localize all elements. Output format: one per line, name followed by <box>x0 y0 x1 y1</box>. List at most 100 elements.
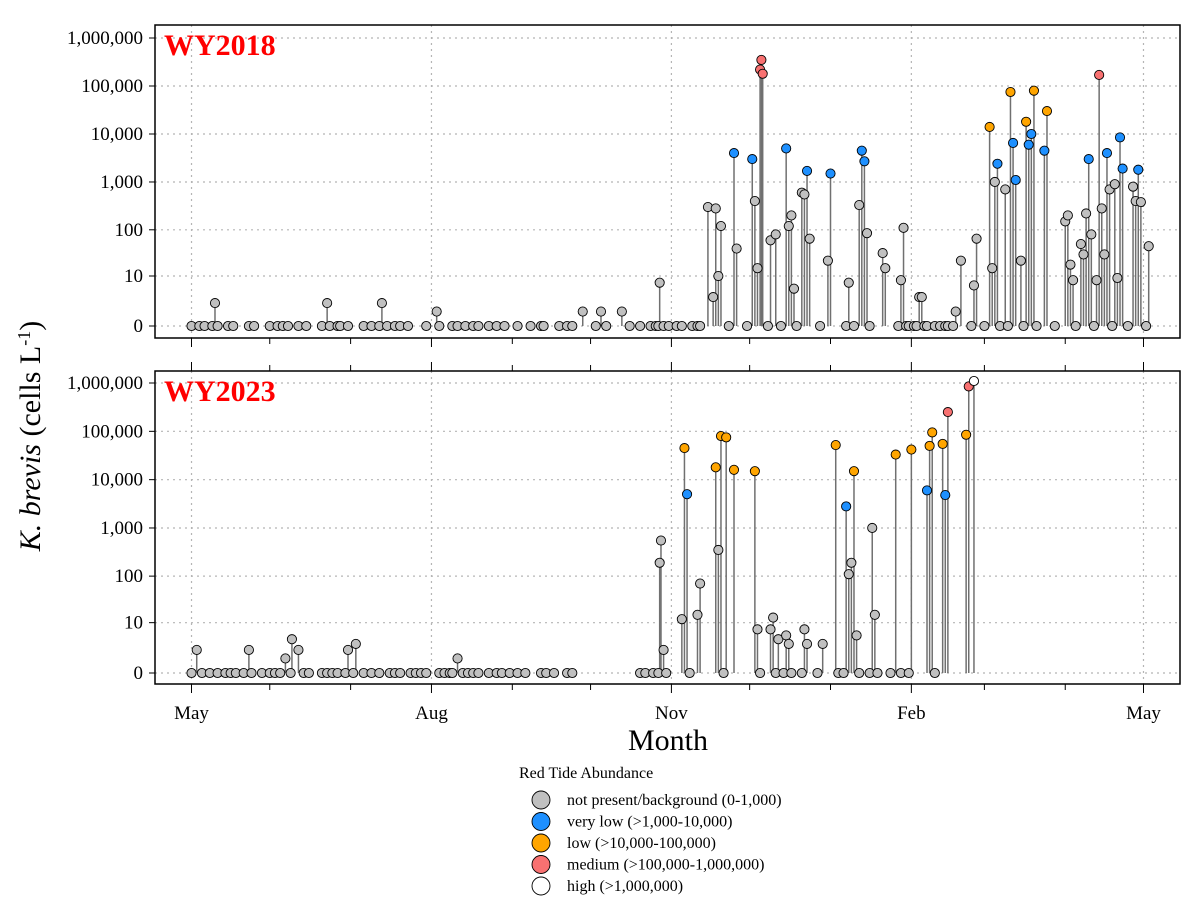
data-point <box>186 667 197 679</box>
data-point <box>728 464 740 475</box>
data-point <box>212 320 223 332</box>
data-point <box>1107 320 1118 332</box>
data-point <box>1086 229 1097 240</box>
data-point <box>499 320 510 332</box>
data-point <box>1028 85 1039 96</box>
data-point <box>815 320 826 332</box>
data-point <box>1002 320 1013 332</box>
data-point <box>342 644 354 655</box>
data-point <box>1018 320 1029 332</box>
data-point <box>679 443 690 454</box>
data-point <box>817 638 828 649</box>
data-point <box>825 168 836 179</box>
data-point <box>955 255 966 266</box>
data-point <box>723 320 734 332</box>
data-point <box>676 614 687 625</box>
y-tick-label: 1,000 <box>100 518 143 539</box>
legend-title: Red Tide Abundance <box>519 765 653 782</box>
y-tick-label: 1,000,000 <box>67 28 143 49</box>
legend-item-label: low (>10,000-100,000) <box>567 835 716 852</box>
data-point <box>1031 320 1042 332</box>
data-point <box>786 210 797 221</box>
data-point <box>713 270 724 282</box>
data-point <box>885 667 896 679</box>
y-tick-label: 100 <box>115 220 144 241</box>
data-point <box>752 263 763 274</box>
data-point <box>447 667 458 679</box>
data-point <box>1091 275 1102 286</box>
panel-label: WY2023 <box>164 375 276 408</box>
data-point <box>1010 174 1021 186</box>
data-point <box>783 220 794 232</box>
data-point <box>812 667 823 679</box>
data-point <box>1008 137 1019 149</box>
data-point <box>473 320 484 332</box>
data-point <box>979 320 990 332</box>
data-point <box>1039 145 1050 156</box>
data-point <box>692 609 703 620</box>
legend-item-label: high (>1,000,000) <box>567 878 683 895</box>
data-point <box>275 667 286 679</box>
data-point <box>937 438 948 449</box>
legend-swatch <box>531 855 551 874</box>
data-point <box>741 320 753 332</box>
data-point <box>801 165 813 176</box>
data-point <box>747 154 758 165</box>
panel-wy2018: 0 10 100 1,000 10,000 100,000 1,000,000 WY2018 <box>67 24 1181 347</box>
data-point <box>898 222 909 233</box>
data-point <box>830 440 841 451</box>
data-point <box>950 306 961 317</box>
data-point <box>209 298 221 309</box>
data-point <box>538 320 549 332</box>
data-point <box>880 263 891 274</box>
data-point <box>791 320 802 332</box>
data-point <box>658 644 669 655</box>
data-point <box>616 306 627 317</box>
data-point <box>851 630 862 641</box>
data-point <box>1088 320 1099 332</box>
data-point <box>285 667 296 679</box>
data-point <box>822 255 833 266</box>
data-point <box>1041 106 1053 117</box>
data-point <box>757 68 768 79</box>
x-axis: May Aug Nov Feb May <box>174 703 1161 724</box>
data-point <box>786 667 797 679</box>
data-point <box>1078 249 1089 260</box>
data-point <box>676 320 687 332</box>
data-point <box>846 557 857 568</box>
data-point <box>924 440 935 451</box>
x-tick-label: Feb <box>897 703 926 724</box>
data-point <box>768 612 779 623</box>
plot-frame <box>154 370 1181 685</box>
x-axis-title: Month <box>628 724 708 757</box>
data-point <box>713 544 724 556</box>
y-tick-label: 10 <box>124 613 143 634</box>
data-point <box>890 449 901 460</box>
data-point <box>804 233 815 244</box>
data-point <box>595 306 607 317</box>
data-point <box>861 228 873 239</box>
data-point <box>1117 163 1128 174</box>
legend-item-label: not present/background (0-1,000) <box>567 792 782 809</box>
data-point <box>301 320 312 332</box>
data-point <box>246 667 257 679</box>
legend-swatch <box>531 812 551 831</box>
data-point <box>921 485 933 496</box>
data-point <box>1049 320 1060 332</box>
data-point <box>655 535 667 546</box>
data-point <box>1005 86 1016 98</box>
data-point <box>1026 128 1037 140</box>
data-point <box>781 143 792 154</box>
data-point <box>348 667 359 679</box>
data-point <box>796 667 807 679</box>
data-point <box>968 280 980 291</box>
data-point <box>848 466 860 477</box>
data-point <box>350 638 361 649</box>
data-point <box>765 624 776 635</box>
data-point <box>843 569 854 580</box>
data-point <box>1068 275 1079 286</box>
data-point <box>864 320 875 332</box>
data-point <box>624 320 635 332</box>
data-point <box>728 148 740 159</box>
data-point <box>752 624 763 635</box>
